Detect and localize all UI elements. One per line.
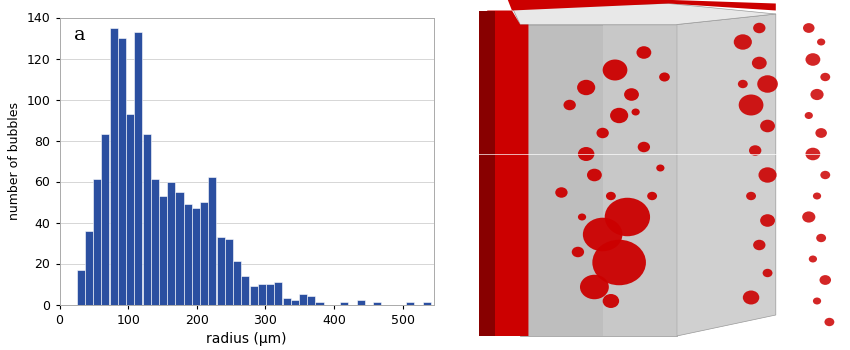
Circle shape xyxy=(738,80,748,88)
Bar xyxy=(94,180,101,304)
Bar xyxy=(101,134,110,304)
Circle shape xyxy=(580,275,609,299)
Bar xyxy=(291,300,299,304)
Bar xyxy=(275,282,282,304)
Bar xyxy=(143,134,150,304)
Bar xyxy=(225,239,233,304)
Polygon shape xyxy=(520,25,677,336)
Circle shape xyxy=(610,108,628,123)
Bar xyxy=(250,286,258,304)
Circle shape xyxy=(806,53,820,66)
Circle shape xyxy=(739,94,763,116)
Circle shape xyxy=(659,72,670,82)
Circle shape xyxy=(806,148,820,160)
Circle shape xyxy=(603,294,619,308)
Circle shape xyxy=(820,73,830,81)
Circle shape xyxy=(572,247,584,257)
Bar xyxy=(208,177,217,304)
Circle shape xyxy=(603,60,627,80)
Bar xyxy=(134,32,142,305)
Bar xyxy=(201,202,208,304)
Text: a: a xyxy=(75,26,86,44)
Bar xyxy=(184,204,192,304)
Circle shape xyxy=(758,167,777,183)
Bar xyxy=(118,38,126,304)
Bar xyxy=(241,276,249,304)
Circle shape xyxy=(749,145,762,156)
Circle shape xyxy=(606,192,616,200)
Circle shape xyxy=(752,57,767,69)
Circle shape xyxy=(824,318,835,326)
Circle shape xyxy=(802,211,815,223)
Circle shape xyxy=(762,269,773,277)
Circle shape xyxy=(624,88,639,101)
Circle shape xyxy=(760,120,775,132)
Bar xyxy=(167,182,175,304)
Circle shape xyxy=(819,275,831,285)
Circle shape xyxy=(753,240,766,250)
Bar xyxy=(340,302,348,304)
Bar xyxy=(422,302,431,304)
Bar xyxy=(373,302,381,304)
Bar xyxy=(307,296,315,304)
Polygon shape xyxy=(603,25,677,336)
Polygon shape xyxy=(507,0,776,10)
Circle shape xyxy=(638,142,650,152)
Circle shape xyxy=(656,164,665,172)
Circle shape xyxy=(604,198,650,236)
Circle shape xyxy=(578,214,586,220)
Circle shape xyxy=(813,193,821,200)
Polygon shape xyxy=(677,14,776,336)
Text: b: b xyxy=(462,10,475,28)
Circle shape xyxy=(743,290,759,304)
Circle shape xyxy=(757,75,778,93)
Circle shape xyxy=(647,192,657,200)
Bar xyxy=(175,192,184,304)
Bar xyxy=(150,180,159,304)
Bar xyxy=(85,231,93,304)
Circle shape xyxy=(816,234,826,242)
Bar xyxy=(217,237,224,304)
Circle shape xyxy=(809,256,817,262)
Bar xyxy=(159,196,167,304)
Circle shape xyxy=(578,147,594,161)
Circle shape xyxy=(760,214,775,227)
Circle shape xyxy=(564,100,575,110)
Polygon shape xyxy=(512,4,776,24)
Circle shape xyxy=(583,218,622,251)
Polygon shape xyxy=(487,10,529,336)
Bar xyxy=(266,284,275,304)
Circle shape xyxy=(637,46,651,59)
Circle shape xyxy=(555,187,568,198)
Bar xyxy=(126,114,134,304)
Circle shape xyxy=(803,23,814,33)
Bar xyxy=(110,28,117,304)
Bar xyxy=(258,284,266,304)
Bar xyxy=(282,298,291,304)
Y-axis label: number of bubbles: number of bubbles xyxy=(8,102,21,220)
Circle shape xyxy=(734,34,752,50)
Circle shape xyxy=(587,169,602,181)
X-axis label: radius (μm): radius (μm) xyxy=(207,332,286,346)
Circle shape xyxy=(597,128,609,138)
Circle shape xyxy=(805,112,813,119)
Circle shape xyxy=(810,89,824,100)
Polygon shape xyxy=(479,10,496,336)
Bar xyxy=(299,294,307,304)
Circle shape xyxy=(813,298,821,304)
Circle shape xyxy=(746,192,756,200)
Circle shape xyxy=(592,240,646,285)
Circle shape xyxy=(632,108,640,116)
Bar xyxy=(76,270,85,304)
Circle shape xyxy=(815,128,827,138)
Bar xyxy=(315,302,324,304)
Bar xyxy=(406,302,414,304)
Bar xyxy=(233,261,241,304)
Circle shape xyxy=(817,38,825,46)
Circle shape xyxy=(753,23,766,33)
Bar xyxy=(192,208,200,304)
Circle shape xyxy=(577,80,595,95)
Circle shape xyxy=(820,171,830,179)
Bar xyxy=(357,300,365,304)
